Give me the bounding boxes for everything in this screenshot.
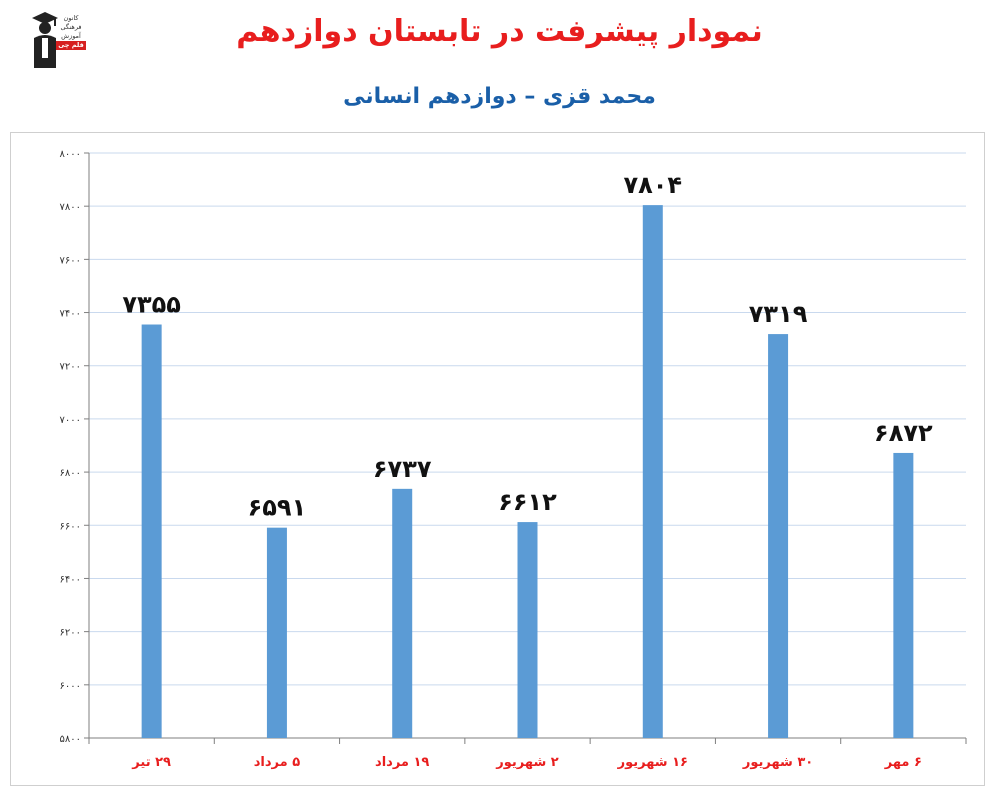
chart-frame: ۵۸۰۰ ۶۰۰۰ ۶۲۰۰ ۶۴۰۰ ۶۶۰۰ ۶۸۰۰ ۷۰۰۰ ۷۲۰۰ ۷۴۰۰ ۷۶۰۰… xyxy=(10,132,985,786)
data-label: ۷۳۵۵ xyxy=(122,291,181,319)
bar xyxy=(642,205,663,739)
y-tick-label: ۷۰۰۰ xyxy=(60,415,81,426)
logo-line-3: آموزش xyxy=(61,32,81,40)
logo-caption: کانون فرهنگی آموزش قلم چی xyxy=(50,14,92,50)
y-tick-label: ۷۲۰۰ xyxy=(60,362,81,373)
category-label: ۱۶ شهریور xyxy=(617,755,688,770)
bar xyxy=(517,522,538,738)
y-tick-label: ۷۶۰۰ xyxy=(60,255,81,266)
bar xyxy=(392,488,413,738)
data-label: ۷۸۰۴ xyxy=(623,171,682,199)
data-label: ۶۵۹۱ xyxy=(248,494,307,522)
page-title: نمودار پیشرفت در تابستان دوازدهم xyxy=(236,14,763,49)
logo-brand: قلم چی xyxy=(56,41,86,50)
y-tick-label: ۸۰۰۰ xyxy=(60,149,81,160)
bar xyxy=(893,452,914,738)
bar xyxy=(266,527,287,738)
y-tick-label: ۶۴۰۰ xyxy=(60,574,81,585)
y-tick-label: ۵۸۰۰ xyxy=(60,734,81,745)
data-label: ۷۳۱۹ xyxy=(749,300,808,328)
y-tick-label: ۶۸۰۰ xyxy=(60,468,81,479)
data-label: ۶۸۷۲ xyxy=(874,419,933,447)
category-label: ۶ مهر xyxy=(884,755,922,770)
y-tick-label: ۶۲۰۰ xyxy=(60,628,81,639)
logo xyxy=(30,8,92,72)
data-label: ۶۷۳۷ xyxy=(373,455,432,483)
y-tick-label: ۷۴۰۰ xyxy=(60,309,81,320)
data-label: ۶۶۱۲ xyxy=(498,488,557,516)
logo-line-2: فرهنگی xyxy=(60,23,82,31)
page-subtitle: محمد قزی – دوازدهم انسانی xyxy=(343,84,656,109)
graduate-icon xyxy=(32,12,58,68)
category-label: ۵ مرداد xyxy=(254,755,300,770)
category-label: ۱۹ مرداد xyxy=(375,755,429,770)
category-label: ۲ شهریور xyxy=(495,755,559,770)
bar-chart: ۵۸۰۰ ۶۰۰۰ ۶۲۰۰ ۶۴۰۰ ۶۶۰۰ ۶۸۰۰ ۷۰۰۰ ۷۲۰۰ ۷۴۰۰ ۷۶۰۰… xyxy=(60,149,967,770)
bar xyxy=(141,324,162,738)
y-tick-label: ۶۶۰۰ xyxy=(60,521,81,532)
category-label: ۳۰ شهریور xyxy=(742,755,813,770)
y-tick-label: ۶۰۰۰ xyxy=(60,681,81,692)
category-label: ۲۹ تیر xyxy=(131,755,171,770)
logo-line-1: کانون xyxy=(63,14,79,22)
bar xyxy=(768,334,789,738)
y-tick-label: ۷۸۰۰ xyxy=(60,202,81,213)
